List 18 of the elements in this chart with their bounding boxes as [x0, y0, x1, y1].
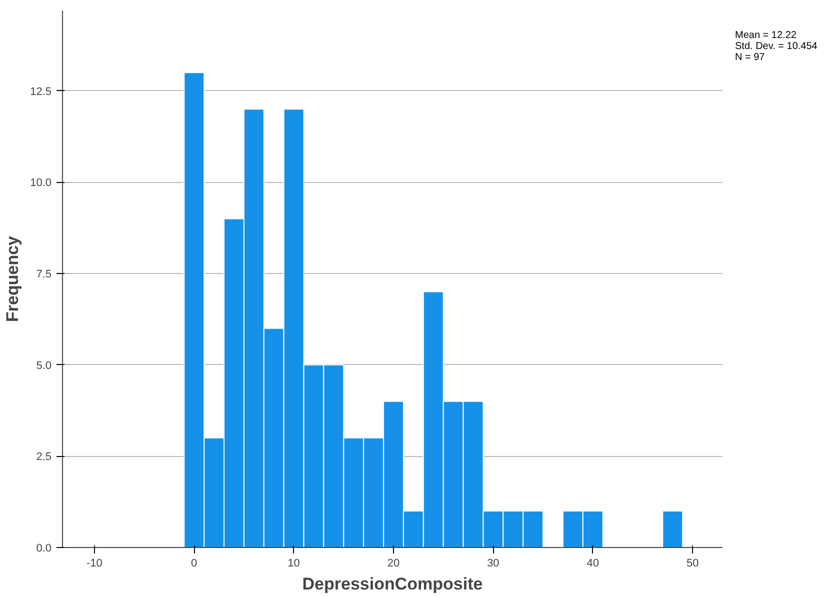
y-tick-label: 0.0 — [36, 542, 52, 554]
x-tick-label: 50 — [686, 558, 699, 570]
x-axis-title: DepressionComposite — [302, 574, 483, 594]
x-tick-label: 40 — [586, 558, 600, 570]
y-tick-label: 12.5 — [30, 86, 52, 98]
y-axis-title: Frequency — [3, 235, 22, 322]
y-tick-label: 5.0 — [36, 360, 52, 372]
text: N = 97 — [735, 52, 766, 63]
y-tick-label: 7.5 — [36, 268, 52, 281]
x-tick-label: 0 — [191, 558, 198, 570]
y-tick-label: 2.5 — [36, 451, 52, 464]
x-tick-label: 10 — [288, 558, 300, 570]
x-tick-label: -10 — [86, 558, 102, 570]
x-tick-label: 30 — [487, 558, 500, 570]
x-tick-label: 20 — [387, 558, 400, 570]
y-tick-label: 10.0 — [30, 177, 52, 190]
text: Std. Dev. = 10.454 — [735, 41, 818, 52]
text: Mean = 12.22 — [735, 30, 798, 41]
